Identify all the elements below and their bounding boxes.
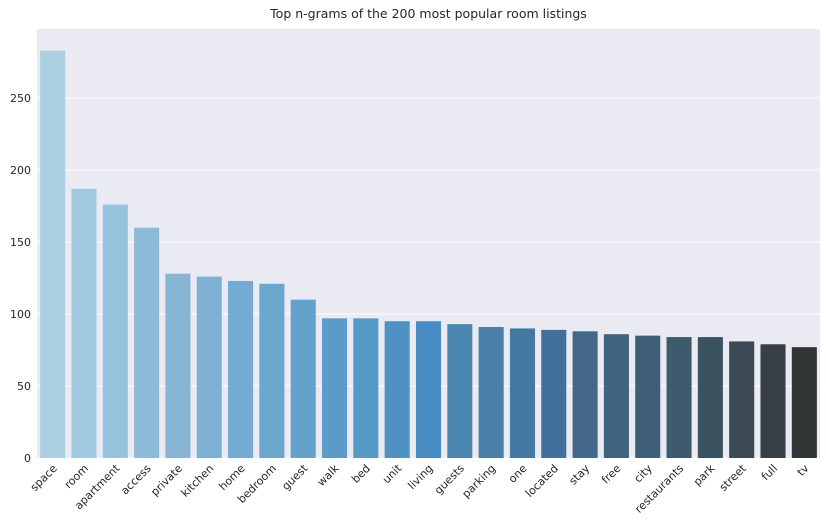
bar-home [228,280,254,458]
x-tick-label: free [599,462,624,487]
bar-full [760,344,786,458]
bar-parking [478,326,504,458]
bar-space [40,50,66,458]
bar-access [134,227,160,458]
x-tick-label: space [28,462,60,494]
bar-tv [791,347,817,458]
bars [40,50,817,459]
x-tick-label: bed [349,462,373,486]
x-tick-label: stay [567,462,593,488]
x-tick-label: walk [315,461,342,488]
bar-apartment [102,204,128,458]
bar-park [697,337,723,458]
bar-street [729,341,755,458]
bar-walk [322,318,348,458]
y-tick-label: 100 [10,308,31,321]
bar-unit [384,321,410,458]
bar-bed [353,318,379,458]
y-tick-label: 0 [24,452,31,465]
bar-private [165,273,191,458]
y-tick-label: 150 [10,236,31,249]
x-tick-label: unit [380,461,405,486]
bar-free [603,334,629,458]
x-tick-label: one [506,462,530,486]
bar-stay [572,331,598,458]
x-tick-label: city [632,462,656,486]
x-tick-label: kitchen [179,462,217,500]
bar-city [635,335,661,458]
x-tick-label: full [759,462,780,483]
bar-guest [290,299,316,458]
x-tick-label: park [691,461,718,488]
y-tick-label: 50 [17,380,31,393]
x-tick-label: parking [460,462,499,501]
y-tick-labels: 0 50 100 150 200 250 [10,92,31,465]
y-tick-label: 250 [10,92,31,105]
bar-kitchen [196,276,222,458]
x-tick-label: room [62,462,91,491]
bar-one [509,328,535,458]
bar-restaurants [666,337,692,458]
bar-bedroom [259,283,285,458]
y-tick-label: 200 [10,164,31,177]
bar-room [71,188,97,459]
x-tick-label: access [118,462,154,498]
x-tick-label: tv [795,462,812,479]
chart-title: Top n-grams of the 200 most popular room… [269,6,587,21]
x-tick-label: located [523,462,561,500]
x-tick-label: street [717,461,749,493]
bar-located [541,329,567,458]
x-tick-label: guest [279,461,310,492]
bar-living [415,321,442,458]
bar-guests [447,324,473,458]
